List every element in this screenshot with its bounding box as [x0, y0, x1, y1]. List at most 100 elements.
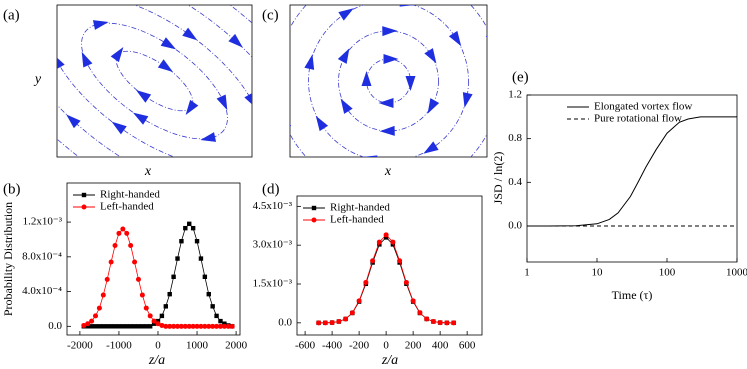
- marker: [132, 259, 138, 265]
- marker: [147, 324, 153, 329]
- marker: [410, 298, 416, 304]
- flow-arrow: [338, 8, 354, 21]
- marker: [206, 291, 211, 297]
- flow-arrow: [321, 171, 336, 183]
- flow-arrow: [111, 121, 127, 135]
- x-tick-label: 1000: [186, 340, 209, 352]
- marker: [128, 324, 133, 329]
- marker: [163, 323, 169, 329]
- panel-label: (e): [512, 69, 529, 85]
- marker: [108, 259, 114, 265]
- y-tick-label: 1.2x10⁻³: [23, 216, 63, 228]
- marker: [175, 256, 180, 261]
- flow-arrow: [399, 5, 415, 7]
- y-axis-label: y: [33, 72, 42, 87]
- marker: [167, 291, 172, 297]
- marker: [151, 321, 157, 326]
- x-tick-label: -600: [295, 340, 316, 352]
- marker: [143, 305, 149, 311]
- flow-arrow: [462, 92, 473, 108]
- flow-field: [13, 5, 342, 223]
- marker: [390, 239, 396, 245]
- marker: [136, 324, 141, 329]
- marker: [190, 323, 196, 329]
- flow-arrow: [290, 124, 292, 127]
- x-tick-label: -1000: [106, 340, 132, 352]
- marker: [139, 292, 145, 298]
- marker: [151, 318, 157, 324]
- flow-arrow: [92, 20, 109, 30]
- marker: [210, 323, 216, 329]
- x-tick-label: -200: [349, 340, 370, 352]
- marker: [101, 324, 106, 329]
- flow-arrow: [132, 112, 149, 125]
- marker: [85, 321, 91, 327]
- marker: [444, 320, 450, 326]
- series-line: [527, 116, 737, 227]
- flow-arrow: [13, 39, 24, 55]
- flow-field: [290, 5, 487, 183]
- marker: [104, 276, 110, 282]
- flow-arrow: [340, 98, 353, 114]
- marker: [186, 323, 192, 329]
- panel-frame: [56, 4, 253, 158]
- panel-frame: [289, 4, 488, 158]
- streamline: [57, 5, 252, 157]
- flow-arrow: [362, 155, 378, 157]
- marker: [214, 323, 220, 329]
- marker: [159, 313, 165, 319]
- marker: [198, 323, 204, 329]
- flow-arrow: [57, 57, 65, 69]
- flow-arrow: [80, 158, 95, 171]
- marker: [144, 324, 149, 329]
- x-tick-label: 100: [659, 267, 676, 279]
- legend-label: Elongated vortex flow: [594, 101, 692, 113]
- marker: [430, 319, 436, 325]
- marker: [221, 323, 227, 329]
- streamline: [81, 22, 228, 140]
- x-tick-label: 2000: [225, 340, 248, 352]
- flow-arrow: [285, 107, 296, 123]
- flow-arrow: [135, 90, 152, 103]
- flow-arrow: [251, 156, 252, 157]
- legend-marker: [311, 205, 317, 211]
- marker: [356, 298, 362, 304]
- flow-arrow: [424, 48, 437, 64]
- marker: [403, 279, 409, 285]
- x-axis-label: z/a: [381, 353, 398, 368]
- x-tick-label: 400: [432, 340, 449, 352]
- plot-frame: [526, 94, 738, 263]
- x-tick-label: 10: [592, 267, 604, 279]
- y-axis-label: Probability Distribution: [1, 202, 15, 316]
- marker: [93, 324, 98, 329]
- marker: [363, 279, 369, 285]
- series-line: [83, 223, 233, 327]
- marker: [167, 323, 173, 329]
- flow-arrow: [157, 59, 174, 72]
- y-tick-label: 1.2: [508, 89, 522, 101]
- flow-arrow: [332, 142, 342, 158]
- marker: [194, 323, 200, 329]
- panel-label: (d): [262, 181, 280, 197]
- plot-frame: [296, 195, 483, 336]
- flow-arrow: [383, 54, 399, 64]
- flow-arrow: [81, 51, 93, 68]
- x-tick-label: 200: [405, 340, 422, 352]
- marker: [383, 232, 389, 238]
- x-tick-label: 0: [383, 340, 389, 352]
- flow-arrow: [236, 194, 251, 204]
- marker: [349, 310, 355, 316]
- marker: [116, 324, 122, 329]
- legend-marker: [311, 217, 317, 223]
- marker: [218, 318, 223, 324]
- marker: [155, 318, 161, 324]
- marker: [210, 304, 215, 309]
- flow-arrow: [185, 99, 199, 116]
- flow-arrow: [485, 35, 487, 38]
- marker: [437, 320, 443, 326]
- flow-arrow: [175, 213, 191, 223]
- x-axis-label: x: [384, 164, 392, 179]
- marker: [89, 324, 94, 329]
- x-tick-label: 1000: [726, 267, 747, 279]
- panel-label: (b): [3, 181, 21, 197]
